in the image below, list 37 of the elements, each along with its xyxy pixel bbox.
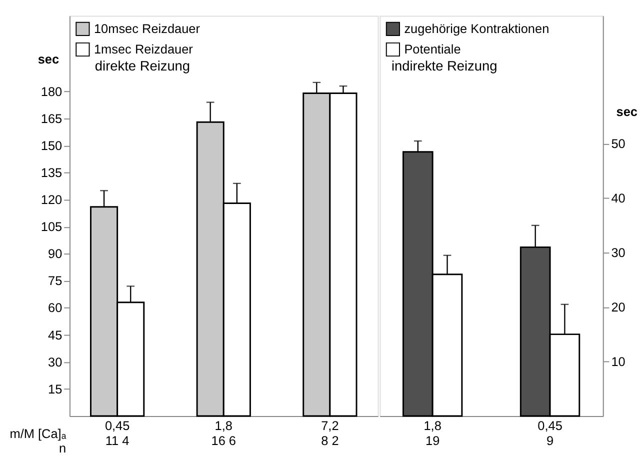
text: 8 2 [321, 432, 339, 448]
legend-label: Potentiale [404, 41, 461, 56]
y2-tick-label: 50 [611, 136, 626, 152]
y-tick-label: 105 [40, 219, 62, 234]
y-tick-label: 45 [48, 327, 62, 342]
x-axis-title: m/M [Ca]ₐ [10, 426, 66, 442]
text: n [58, 440, 66, 456]
text: 11 4 [105, 432, 130, 448]
y-tick-label: 60 [48, 300, 62, 316]
y-tick-label: 165 [40, 110, 62, 126]
text: 9 [546, 432, 554, 448]
text: 16 6 [211, 432, 236, 448]
y-tick-label: 30 [48, 354, 62, 370]
y2-tick-label: 40 [611, 190, 626, 206]
y-tick-label: 75 [48, 273, 62, 288]
y-tick-label: 150 [40, 138, 62, 153]
x-tick-label: 1,8 [424, 418, 442, 434]
y2-tick-label: 30 [611, 245, 626, 260]
x-tick-label: 0,45 [104, 418, 130, 434]
x-tick-label: 7,2 [321, 418, 339, 434]
y-tick-label: 15 [48, 381, 62, 396]
y-tick-label: 120 [40, 192, 62, 208]
y-tick-label: 90 [48, 246, 62, 262]
y2-tick-label: 10 [611, 354, 626, 369]
y-axis-title: sec [38, 52, 60, 67]
annotation: direkte Reizung [94, 58, 190, 74]
legend-label: zugehörige Kontraktionen [404, 20, 550, 36]
x-tick-label: 1,8 [214, 418, 232, 434]
legend-label: 10msec Reizdauer [94, 20, 201, 36]
y2-axis-title: sec [616, 104, 638, 119]
y2-tick-label: 20 [611, 300, 626, 314]
text: 19 [426, 432, 440, 448]
y-tick-label: 135 [40, 165, 62, 180]
x-tick-label: 0,45 [538, 418, 562, 434]
annotation: indirekte Reizung [391, 58, 498, 74]
y-tick-label: 180 [40, 84, 62, 99]
legend-label: 1msec Reizdauer [94, 41, 194, 56]
